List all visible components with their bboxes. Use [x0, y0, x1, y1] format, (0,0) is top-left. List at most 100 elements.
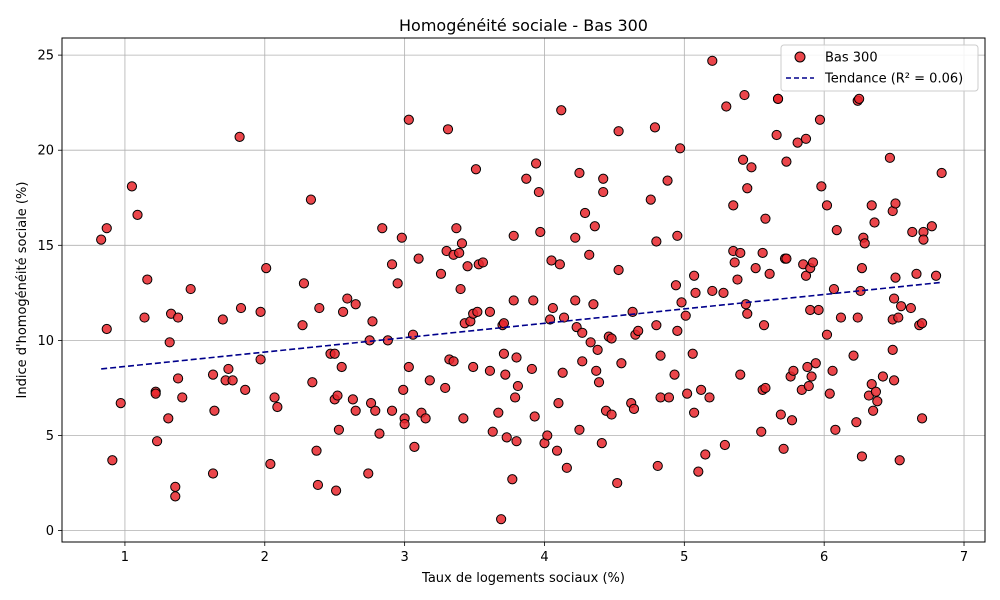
y-axis-ticks: 0 5 10 15 20 25: [37, 49, 62, 539]
scatter-point: [403, 114, 414, 125]
scatter-point: [606, 333, 617, 344]
scatter-point: [670, 280, 682, 291]
scatter-point: [781, 253, 792, 264]
scatter-point: [835, 312, 847, 323]
scatter-point: [332, 390, 343, 401]
scatter-point: [655, 392, 666, 403]
scatter-point: [591, 365, 602, 376]
scatter-point: [529, 411, 540, 422]
scatter-point: [689, 407, 700, 418]
scatter-point: [859, 238, 870, 249]
scatter-point: [775, 409, 786, 420]
scatter-point: [392, 278, 403, 289]
scatter-point: [500, 369, 511, 380]
y-tick-label: 25: [37, 49, 54, 64]
y-tick-label: 0: [46, 524, 54, 539]
scatter-point: [810, 358, 821, 369]
scatter-point: [547, 302, 558, 314]
x-tick-label: 1: [121, 550, 129, 565]
scatter-point: [887, 344, 898, 356]
scatter-point: [750, 263, 761, 274]
scatter-point: [235, 302, 247, 314]
scatter-point: [307, 377, 318, 388]
scatter-point: [223, 363, 234, 375]
scatter-point: [814, 114, 826, 125]
scatter-point: [830, 424, 841, 435]
scatter-point: [764, 268, 775, 279]
scatter-point: [613, 126, 624, 137]
scatter-point: [866, 200, 877, 211]
scatter-point: [596, 438, 607, 449]
scatter-point: [403, 361, 414, 373]
scatter-point: [585, 337, 596, 348]
scatter-point: [827, 365, 838, 376]
scatter-point: [916, 318, 928, 329]
scatter-point: [848, 350, 859, 361]
scatter-point: [574, 424, 585, 435]
scatter-point: [350, 299, 361, 310]
scatter-point: [771, 129, 782, 141]
trend-line: [101, 281, 942, 370]
scatter-point: [521, 173, 532, 184]
scatter-point: [589, 221, 600, 232]
y-tick-label: 5: [46, 429, 54, 444]
scatter-point: [101, 323, 112, 335]
scatter-point: [803, 380, 814, 392]
scatter-point: [546, 255, 557, 266]
scatter-point: [217, 314, 228, 325]
scatter-point: [305, 194, 317, 205]
scatter-point: [884, 152, 896, 163]
scatter-point: [185, 283, 196, 295]
x-axis-ticks: 1 2 3 4 5 6 7: [121, 542, 968, 565]
scatter-point: [828, 283, 840, 295]
scatter-point: [704, 392, 715, 403]
scatter-point: [628, 403, 640, 414]
scatter-point: [542, 430, 553, 441]
scatter-point: [209, 405, 220, 416]
scatter-point: [802, 361, 813, 373]
scatter-point: [936, 167, 947, 179]
scatter-point: [740, 299, 751, 310]
scatter-point: [396, 232, 407, 243]
scatter-point: [448, 356, 459, 367]
x-tick-label: 3: [400, 550, 408, 565]
scatter-point: [370, 405, 381, 416]
scatter-point: [746, 162, 757, 173]
legend-label-scatter: Bas 300: [825, 51, 878, 66]
scatter-point: [806, 371, 817, 382]
scatter-point: [577, 327, 588, 338]
scatter-point: [907, 226, 918, 238]
scatter-point: [821, 200, 833, 211]
scatter-point: [570, 295, 581, 306]
scatter-point: [342, 293, 353, 304]
scatter-point: [470, 164, 482, 175]
scatter-point: [757, 247, 768, 259]
scatter-point: [926, 221, 937, 232]
scatter-point: [868, 405, 879, 416]
scatter-point: [493, 407, 504, 418]
scatter-point: [895, 301, 907, 312]
scatter-point: [207, 369, 219, 380]
scatter-point: [930, 270, 942, 281]
scatter-point: [652, 460, 663, 472]
scatter-point: [420, 413, 431, 424]
scatter-point: [456, 238, 468, 249]
scatter-point: [269, 392, 280, 403]
scatter-point: [413, 253, 424, 264]
scatter-point: [177, 392, 188, 403]
scatter-point: [558, 312, 570, 323]
scatter-point: [877, 371, 889, 382]
scatter-point: [115, 398, 126, 409]
x-tick-label: 4: [540, 550, 548, 565]
scatter-point: [227, 375, 238, 386]
scatter-point: [440, 382, 451, 394]
x-tick-label: 2: [261, 550, 269, 565]
scatter-point: [851, 417, 862, 428]
scatter-point: [255, 354, 266, 365]
scatter-point: [728, 200, 739, 211]
scatter-point: [758, 320, 770, 331]
scatter-point: [265, 458, 276, 470]
scatter-point: [593, 377, 605, 388]
scatter-point: [386, 259, 398, 270]
legend-scatter-marker: [794, 51, 806, 63]
